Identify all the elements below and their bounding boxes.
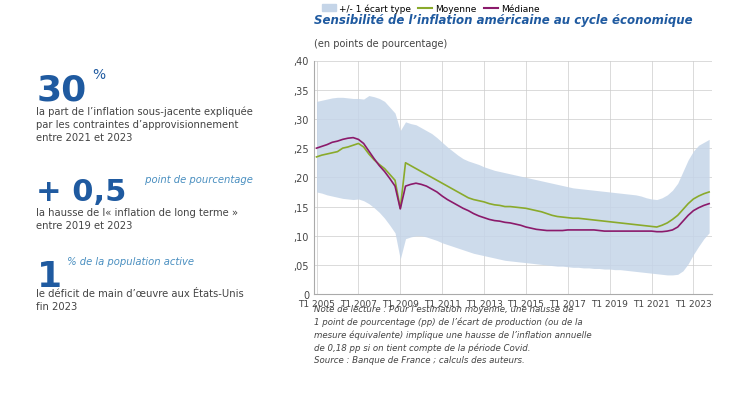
Text: la part de l’inflation sous-jacente expliquée
par les contraintes d’approvisionn: la part de l’inflation sous-jacente expl… [36, 106, 253, 143]
Text: 1: 1 [36, 260, 61, 294]
Text: (en points de pourcentage): (en points de pourcentage) [314, 39, 447, 49]
Text: % de la population active: % de la population active [64, 256, 194, 266]
Text: la hausse de l« inflation de long terme »
entre 2019 et 2023: la hausse de l« inflation de long terme … [36, 208, 239, 231]
Text: 30: 30 [36, 74, 87, 108]
Text: Note de lecture : Pour l’estimation moyenne, une hausse de
1 point de pourcentag: Note de lecture : Pour l’estimation moye… [314, 305, 591, 364]
Text: Sensibilité de l’inflation américaine au cycle économique: Sensibilité de l’inflation américaine au… [314, 14, 693, 27]
Text: %: % [92, 67, 105, 81]
Legend: +/- 1 écart type, Moyenne, Médiane: +/- 1 écart type, Moyenne, Médiane [318, 0, 544, 17]
Text: point de pourcentage: point de pourcentage [142, 175, 253, 184]
Text: le déficit de main d’œuvre aux États-Unis
fin 2023: le déficit de main d’œuvre aux États-Uni… [36, 288, 245, 312]
Text: + 0,5: + 0,5 [36, 178, 127, 207]
